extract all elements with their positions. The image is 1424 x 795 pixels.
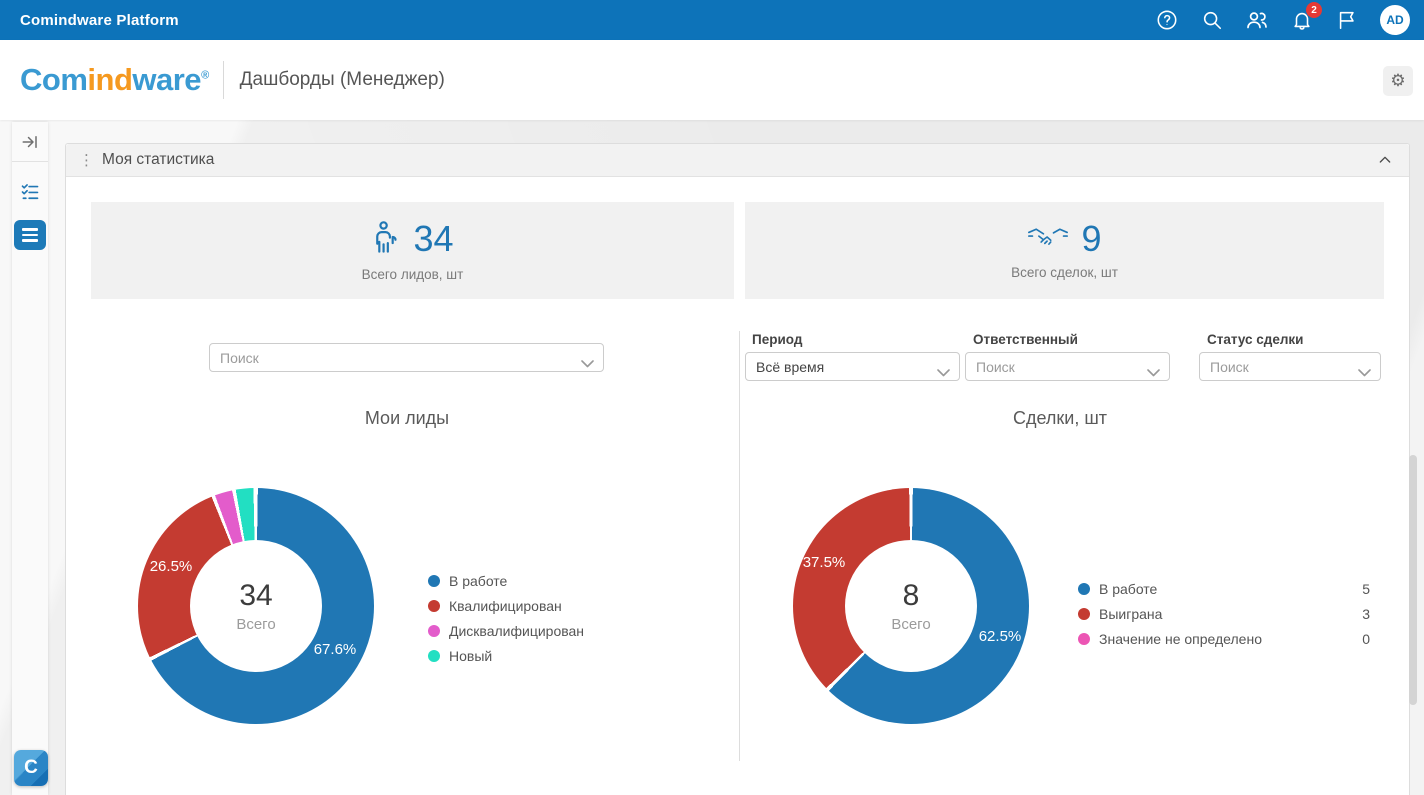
drag-handle-icon[interactable]: ⋮: [79, 152, 94, 169]
flag-icon[interactable]: [1335, 8, 1359, 32]
legend-item: Квалифицирован: [428, 593, 584, 618]
legend-value: 0: [1362, 630, 1370, 647]
avatar[interactable]: AD: [1380, 5, 1410, 35]
leads-total-value: 34: [413, 218, 454, 259]
deals-total-value: 9: [1081, 218, 1102, 259]
legend-dot: [1078, 607, 1090, 620]
person-lead-icon: [371, 220, 401, 259]
stat-card-deals: 9 Всего сделок, шт: [745, 202, 1384, 299]
header: Comindware® Дашборды (Менеджер) ⚙: [0, 40, 1424, 120]
deals-slice-label-red: 37.5%: [802, 554, 846, 571]
deal-status-select[interactable]: Поиск: [1199, 352, 1381, 381]
deals-slice-label-blue: 62.5%: [978, 628, 1022, 645]
owner-filter-label: Ответственный: [973, 332, 1078, 347]
legend-dot: [1078, 582, 1090, 595]
column-divider: [739, 331, 740, 761]
leads-search-select[interactable]: Поиск: [209, 343, 604, 372]
app-title: Comindware Platform: [20, 11, 179, 29]
legend-item: Значение не определено 0: [1078, 626, 1370, 651]
panel-header: ⋮ Моя статистика: [66, 144, 1409, 177]
leads-slice-label-red: 26.5%: [149, 558, 193, 575]
deals-donut-center: 8 Всего: [845, 540, 977, 672]
leads-total-label: Всего лидов, шт: [361, 266, 464, 282]
deals-donut-total: 8: [902, 579, 920, 612]
deals-legend: В работе 5 Выиграна 3 Значение не определе…: [1078, 576, 1370, 651]
chevron-down-icon: [937, 364, 950, 380]
collapse-chevron-up-icon[interactable]: [1377, 152, 1393, 173]
legend-item: В работе: [428, 568, 584, 593]
users-icon[interactable]: [1245, 8, 1269, 32]
deals-donut-total-label: Всего: [891, 616, 931, 633]
leads-legend: В работе Квалифицирован Дисквалифицирова…: [428, 568, 584, 668]
sidebar: [12, 122, 48, 795]
search-icon[interactable]: [1200, 8, 1224, 32]
legend-value: 5: [1362, 580, 1370, 597]
legend-dot: [1078, 632, 1090, 645]
registered-mark: ®: [201, 69, 209, 82]
legend-dot: [428, 574, 440, 587]
top-bar-icons: 2 AD: [1155, 0, 1410, 40]
top-bar: Comindware Platform 2 AD: [0, 0, 1424, 40]
leads-donut-center: 34 Всего: [190, 540, 322, 672]
deals-total-label: Всего сделок, шт: [1011, 265, 1118, 280]
sidebar-expand-button[interactable]: [12, 122, 48, 162]
stat-card-leads: 34 Всего лидов, шт: [91, 202, 734, 299]
header-separator: [222, 61, 224, 99]
comindware-chat-button[interactable]: C: [14, 750, 48, 786]
panel-title: Моя статистика: [102, 151, 215, 168]
comindware-logo: Comindware®: [20, 62, 209, 97]
vertical-scrollbar-thumb[interactable]: [1409, 455, 1417, 705]
handshake-icon: [1027, 223, 1069, 256]
owner-select[interactable]: Поиск: [965, 352, 1170, 381]
legend-item: Дисквалифицирован: [428, 618, 584, 643]
period-select[interactable]: Всё время: [745, 352, 960, 381]
legend-dot: [428, 649, 440, 662]
legend-item: Новый: [428, 643, 584, 668]
leads-donut-chart: 34 Всего: [138, 488, 374, 724]
leads-donut-total: 34: [239, 579, 273, 612]
deals-donut-chart: 8 Всего: [793, 488, 1029, 724]
leads-slice-label-blue: 67.6%: [313, 641, 357, 658]
period-filter-label: Период: [752, 332, 803, 347]
notifications-bell-icon[interactable]: 2: [1290, 2, 1322, 32]
page-title: Дашборды (Менеджер): [239, 69, 445, 90]
settings-gear-icon[interactable]: ⚙: [1383, 66, 1413, 96]
legend-dot: [428, 599, 440, 612]
sidebar-item-dashboards-active[interactable]: [14, 220, 46, 250]
deals-chart-title: Сделки, шт: [1012, 408, 1108, 428]
leads-donut-total-label: Всего: [236, 616, 276, 633]
legend-item: Выиграна 3: [1078, 601, 1370, 626]
deal-status-filter-label: Статус сделки: [1207, 332, 1304, 347]
leads-chart-title: Мои лиды: [364, 408, 450, 428]
notification-badge: 2: [1306, 2, 1322, 18]
legend-item: В работе 5: [1078, 576, 1370, 601]
legend-value: 3: [1362, 605, 1370, 622]
chevron-down-icon: [1147, 364, 1160, 380]
chevron-down-icon: [581, 355, 594, 371]
chevron-down-icon: [1358, 364, 1371, 380]
sidebar-item-tasks[interactable]: [12, 172, 48, 212]
help-icon[interactable]: [1155, 8, 1179, 32]
legend-dot: [428, 624, 440, 637]
